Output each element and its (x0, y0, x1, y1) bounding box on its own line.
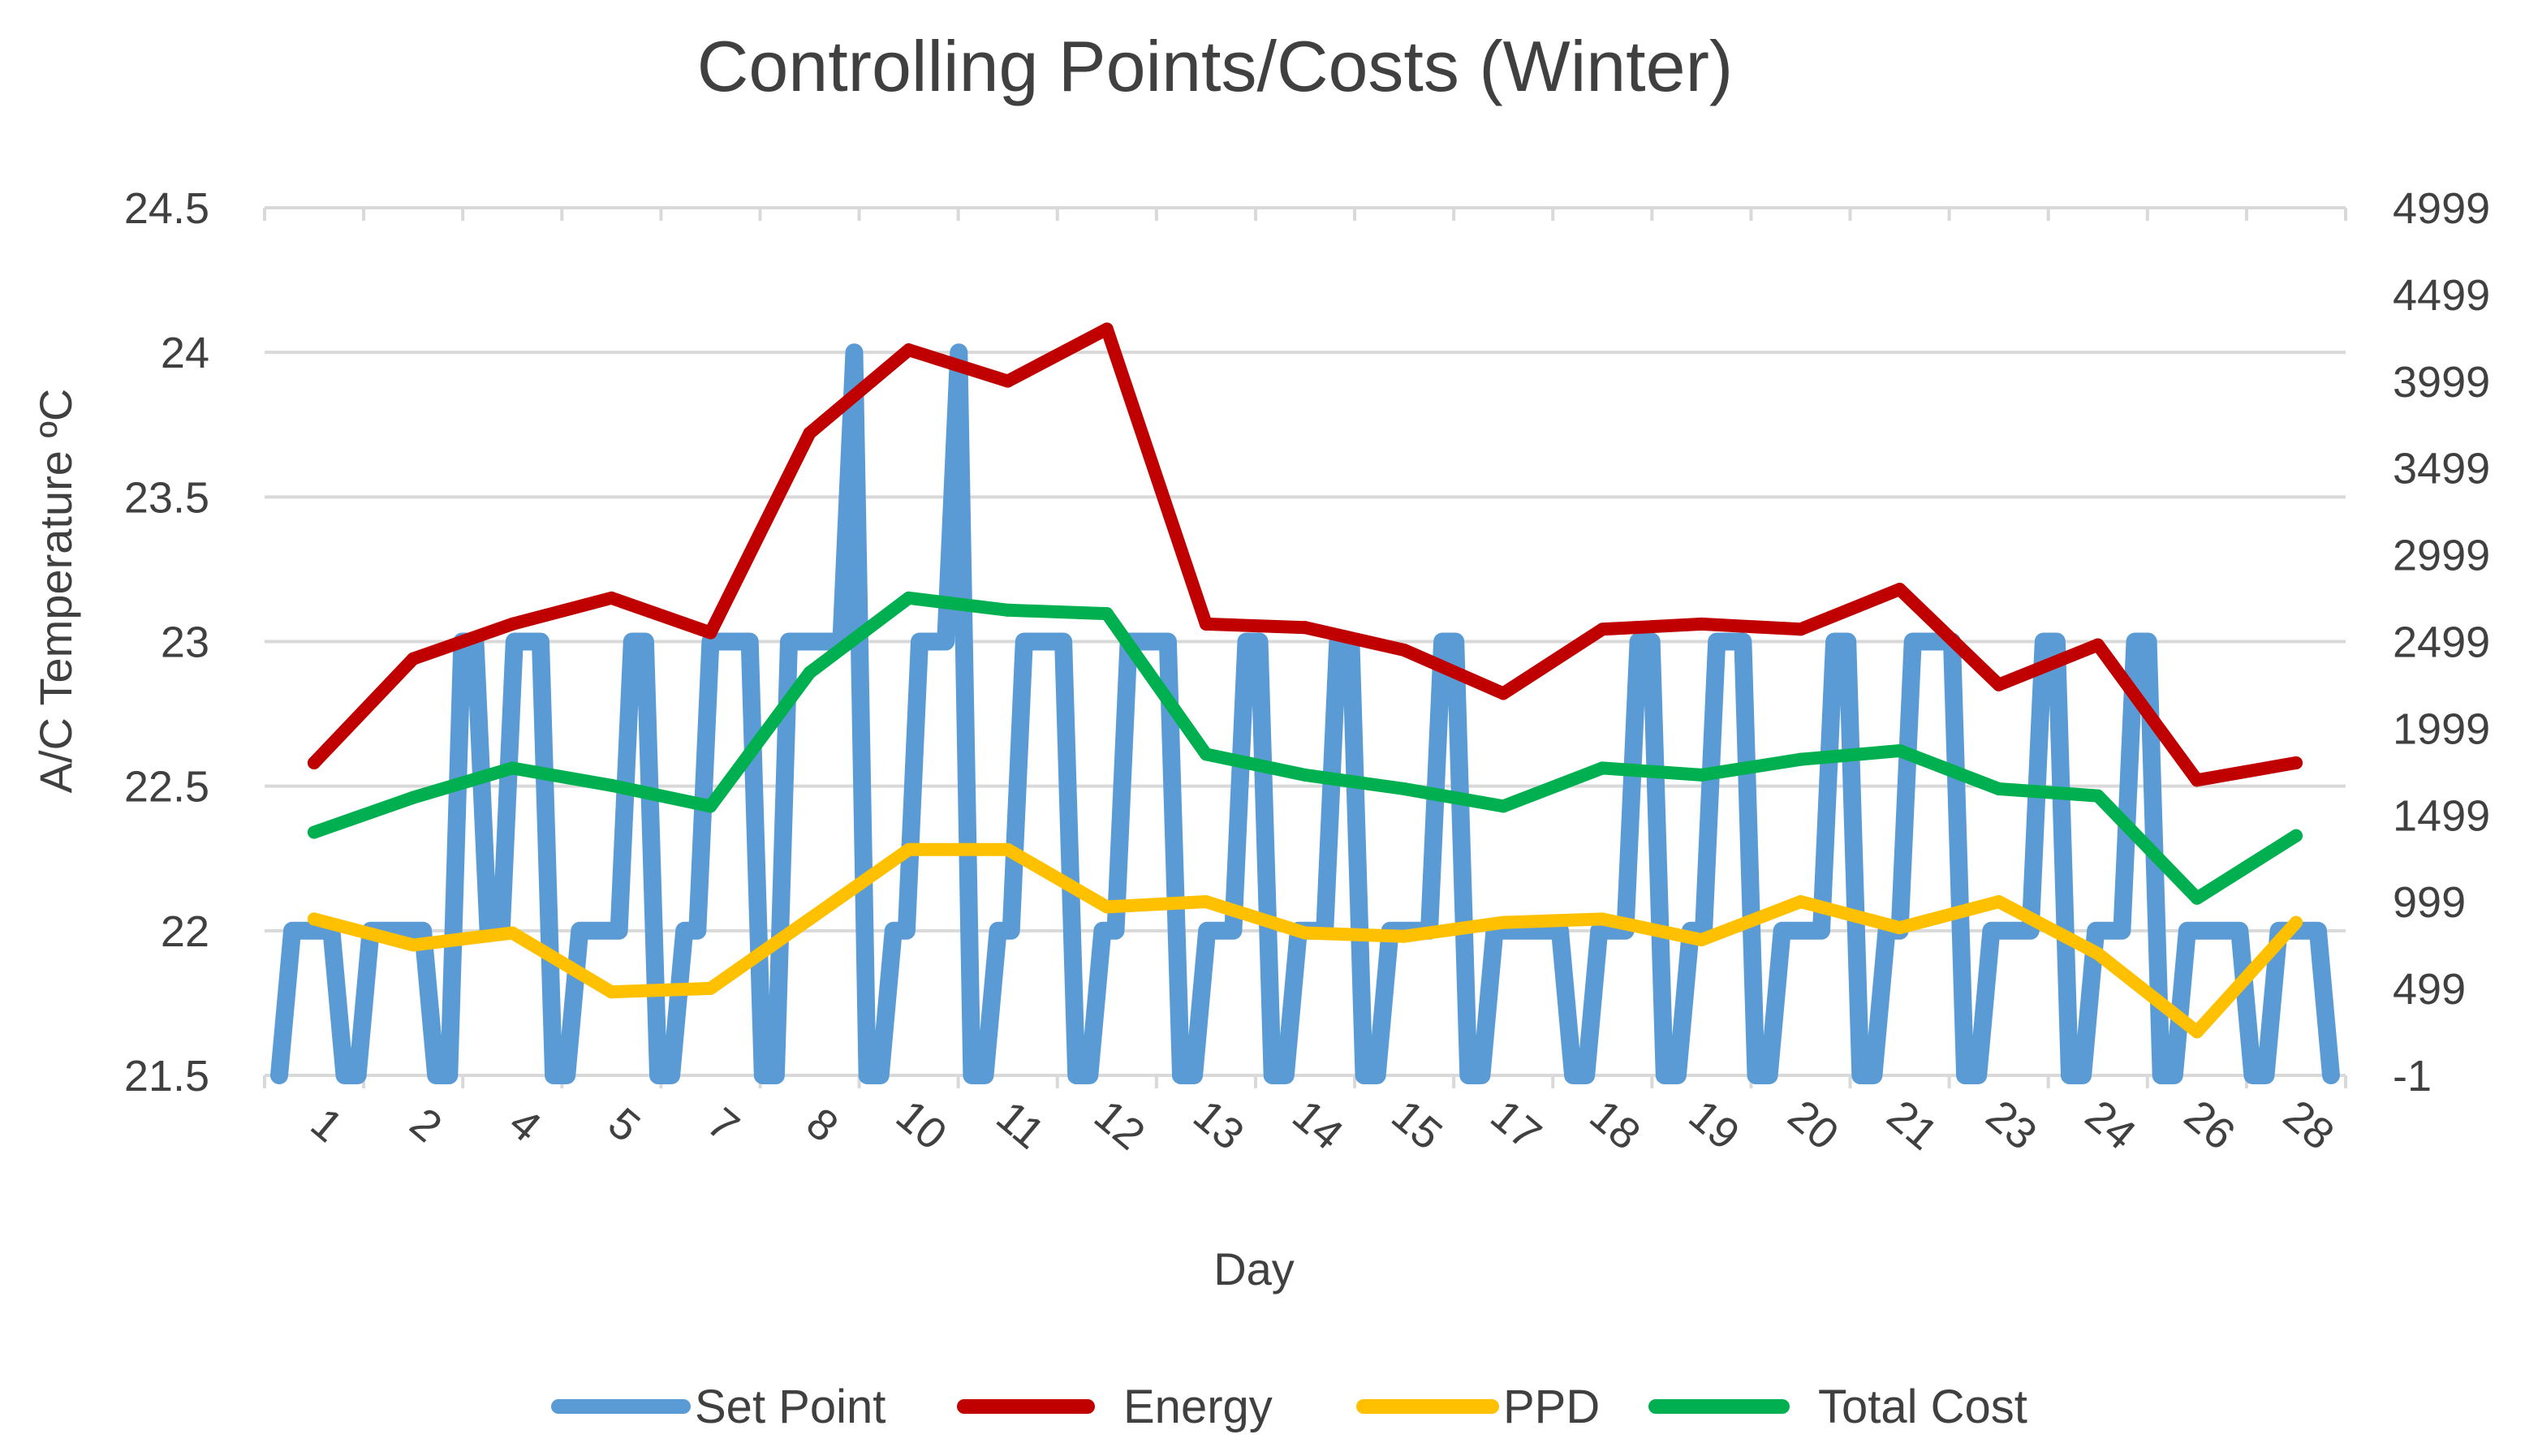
chart-title: Controlling Points/Costs (Winter) (697, 26, 1733, 106)
right-tick-499: 499 (2393, 965, 2466, 1014)
ppd-point-1 (308, 912, 321, 926)
ppd-point-4 (506, 926, 519, 940)
total-cost-point-15 (1398, 782, 1411, 796)
energy-point-26 (2190, 773, 2204, 787)
total-cost-point-5 (605, 778, 618, 792)
right-tick-1999: 1999 (2393, 704, 2490, 753)
right-tick-2499: 2499 (2393, 618, 2490, 667)
left-axis-ticks: 21.5 22 22.5 23 23.5 24 24.5 (124, 184, 209, 1101)
ppd-point-17 (1497, 915, 1510, 929)
left-tick-21.5: 21.5 (124, 1052, 209, 1101)
total-cost-point-24 (2091, 789, 2105, 803)
y-axis-title: A/C Temperature ºC (30, 389, 81, 794)
total-cost-point-11 (1001, 603, 1015, 617)
total-cost-point-19 (1695, 768, 1708, 782)
energy-point-13 (1199, 617, 1213, 631)
energy-point-4 (506, 617, 519, 631)
legend-label-ppd: PPD (1503, 1381, 1600, 1433)
right-tick-1499: 1499 (2393, 791, 2490, 840)
total-cost-point-2 (407, 790, 420, 804)
left-tick-24: 24 (161, 329, 209, 377)
energy-point-7 (704, 626, 717, 640)
right-tick-3499: 3499 (2393, 445, 2490, 493)
right-axis-ticks: -1 499 999 1499 1999 2499 2999 3499 3999 4499 4999 (2393, 184, 2490, 1101)
ppd-point-24 (2091, 947, 2105, 961)
energy-point-28 (2289, 756, 2303, 769)
total-cost-point-12 (1100, 607, 1114, 621)
legend-label-set-point: Set Point (695, 1381, 885, 1433)
ppd-point-2 (407, 938, 420, 952)
energy-point-18 (1596, 622, 1609, 636)
left-tick-24.5: 24.5 (124, 184, 209, 233)
legend-label-total-cost: Total Cost (1818, 1381, 2027, 1433)
total-cost-point-26 (2190, 891, 2204, 905)
energy-point-24 (2091, 638, 2105, 652)
ppd-point-11 (1001, 842, 1015, 856)
energy-point-23 (1992, 678, 2006, 691)
total-cost-point-1 (308, 825, 321, 839)
energy-point-15 (1398, 643, 1411, 657)
energy-point-1 (308, 756, 321, 769)
right-tick-4999: 4999 (2393, 184, 2490, 233)
ppd-point-21 (1893, 921, 1907, 935)
right-tick-3999: 3999 (2393, 358, 2490, 407)
right-tick-2999: 2999 (2393, 532, 2490, 580)
total-cost-point-8 (803, 666, 817, 679)
total-cost-point-17 (1497, 799, 1510, 813)
ppd-point-15 (1398, 929, 1411, 943)
total-cost-point-21 (1893, 743, 1907, 757)
total-cost-point-23 (1992, 782, 2006, 796)
energy-point-12 (1100, 322, 1114, 336)
ppd-point-23 (1992, 894, 2006, 908)
ppd-point-19 (1695, 933, 1708, 947)
ppd-point-14 (1299, 926, 1312, 940)
total-cost-point-7 (704, 799, 717, 813)
ppd-point-7 (704, 981, 717, 995)
energy-point-2 (407, 652, 420, 666)
total-cost-point-13 (1199, 747, 1213, 761)
left-tick-22.5: 22.5 (124, 763, 209, 812)
ppd-point-26 (2190, 1025, 2204, 1039)
ppd-point-5 (605, 985, 618, 999)
energy-point-14 (1299, 621, 1312, 635)
energy-point-5 (605, 591, 618, 605)
energy-point-11 (1001, 374, 1015, 388)
right-tick--1: -1 (2393, 1052, 2432, 1101)
left-tick-22: 22 (161, 907, 209, 956)
ppd-point-12 (1100, 900, 1114, 914)
energy-point-8 (803, 426, 817, 440)
right-tick-999: 999 (2393, 878, 2466, 927)
energy-point-21 (1893, 583, 1907, 597)
total-cost-point-18 (1596, 761, 1609, 775)
x-axis-title: Day (1213, 1243, 1295, 1294)
ppd-point-8 (803, 912, 817, 926)
total-cost-point-28 (2289, 829, 2303, 842)
left-tick-23: 23 (161, 618, 209, 667)
total-cost-point-4 (506, 761, 519, 775)
x-tick-marks (263, 208, 2347, 1088)
energy-point-20 (1794, 622, 1808, 636)
right-tick-4499: 4499 (2393, 271, 2490, 320)
energy-point-17 (1497, 687, 1510, 700)
ppd-point-13 (1199, 894, 1213, 908)
energy-point-10 (902, 343, 916, 357)
ppd-point-10 (902, 842, 916, 856)
total-cost-point-20 (1794, 752, 1808, 766)
total-cost-point-10 (902, 591, 916, 605)
series-layer (270, 322, 2340, 1084)
left-tick-23.5: 23.5 (124, 473, 209, 522)
total-cost-point-14 (1299, 768, 1312, 782)
legend: Set Point Energy PPD Total Cost (551, 1381, 2027, 1433)
ppd-point-18 (1596, 912, 1609, 926)
energy-point-19 (1695, 617, 1708, 631)
ppd-point-20 (1794, 894, 1808, 908)
ppd-point-28 (2289, 915, 2303, 929)
legend-label-energy: Energy (1123, 1381, 1273, 1433)
